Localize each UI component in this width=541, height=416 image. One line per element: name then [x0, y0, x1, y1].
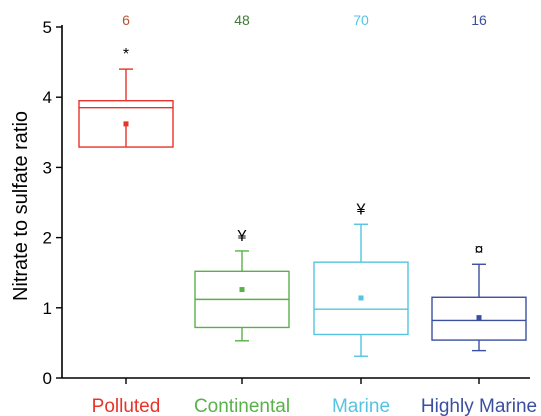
x-tick-label: Highly Marine	[421, 396, 537, 416]
sample-size-label: 70	[353, 12, 369, 28]
x-tick-label: Continental	[194, 396, 290, 416]
mean-marker	[476, 315, 482, 321]
x-ticks: Polluted Continental Marine Highly Marine	[92, 378, 537, 416]
box-iqr	[313, 261, 409, 336]
y-tick-label: 3	[43, 158, 52, 177]
boxes: *6¥48¥70¤16	[78, 12, 527, 357]
box-continental: ¥48	[194, 12, 290, 342]
y-tick-label: 1	[43, 299, 52, 318]
axes	[61, 25, 530, 379]
x-tick-label: Marine	[332, 396, 390, 416]
sample-size-label: 48	[234, 12, 250, 28]
mean-marker	[123, 121, 129, 127]
y-tick-label: 0	[43, 369, 52, 388]
y-tick-label: 4	[43, 88, 52, 107]
box-iqr	[431, 296, 527, 341]
y-axis-label: Nitrate to sulfate ratio	[10, 111, 32, 301]
y-ticks: 0 1 2 3 4 5	[43, 18, 62, 388]
mean-marker	[358, 295, 364, 301]
sample-size-label: 6	[122, 12, 130, 28]
sample-size-label: 16	[471, 12, 487, 28]
box-iqr	[78, 100, 174, 148]
box-polluted: *6	[78, 12, 174, 148]
mean-marker	[239, 287, 245, 293]
significance-symbol: ¥	[237, 228, 247, 245]
significance-symbol: ¤	[475, 241, 484, 258]
y-tick-label: 5	[43, 18, 52, 37]
box-highly-marine: ¤ 16	[431, 12, 527, 352]
box-marine: ¥70	[313, 12, 409, 357]
x-tick-label: Polluted	[92, 396, 161, 416]
significance-symbol: ¥	[356, 201, 366, 218]
y-tick-label: 2	[43, 229, 52, 248]
significance-symbol: *	[123, 46, 129, 63]
